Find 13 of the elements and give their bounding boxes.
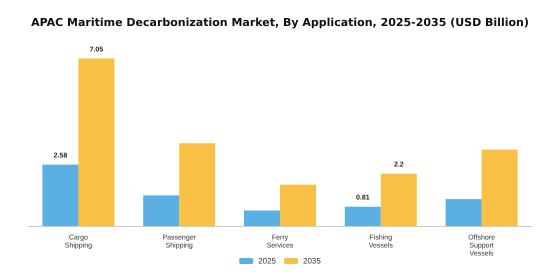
bar (244, 210, 280, 226)
bar (344, 206, 381, 226)
legend-label: 2025 (258, 256, 277, 266)
bar (380, 174, 417, 226)
bar (42, 164, 78, 226)
bar (446, 199, 482, 226)
bar (78, 58, 114, 226)
bar (143, 195, 180, 226)
bar (482, 150, 518, 226)
chart-title: APAC Maritime Decarbonization Market, By Application, 2025-2035 (USD Billion) (31, 16, 529, 29)
legend-label: 2035 (303, 256, 322, 266)
bar (179, 143, 216, 226)
bar (280, 184, 316, 226)
